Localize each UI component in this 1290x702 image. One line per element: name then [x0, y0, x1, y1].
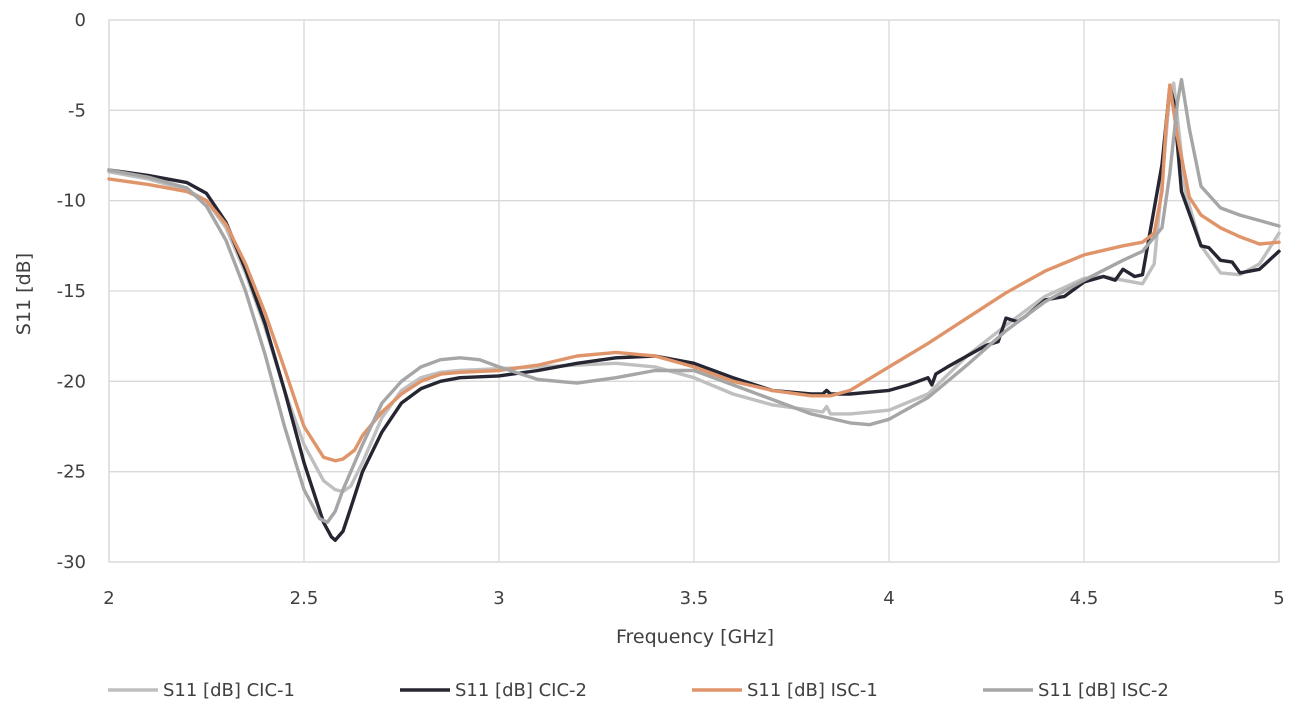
series-lines: [107, 77, 1281, 542]
y-tick-label: -15: [57, 281, 86, 302]
y-tick-label: -10: [57, 191, 86, 212]
x-tick-label: 3: [493, 588, 504, 609]
series-line-s11-db-isc-1: [107, 83, 1281, 463]
legend-item-s11-db-cic-1: S11 [dB] CIC-1: [108, 680, 295, 701]
x-tick-label: 2: [103, 588, 114, 609]
legend-label: S11 [dB] CIC-2: [455, 680, 587, 701]
series-line-s11-db-isc-2: [107, 77, 1281, 524]
y-tick-label: 0: [75, 10, 86, 31]
legend-label: S11 [dB] ISC-2: [1038, 680, 1169, 701]
plot-area-frame: [108, 19, 1280, 563]
legend-item-s11-db-cic-2: S11 [dB] CIC-2: [400, 680, 587, 701]
x-tick-label: 2.5: [290, 588, 319, 609]
y-axis-title: S11 [dB]: [13, 253, 35, 335]
legend-item-s11-db-isc-1: S11 [dB] ISC-1: [692, 680, 878, 701]
legend-item-s11-db-isc-2: S11 [dB] ISC-2: [983, 680, 1169, 701]
y-tick-label: -25: [57, 462, 86, 483]
x-axis-title: Frequency [GHz]: [616, 626, 774, 648]
x-tick-label: 5: [1273, 588, 1284, 609]
legend-label: S11 [dB] CIC-1: [163, 680, 295, 701]
y-axis-tick-labels: 0 -5 -10 -15 -20 -25 -30: [57, 10, 86, 573]
legend-label: S11 [dB] ISC-1: [747, 680, 878, 701]
legend: S11 [dB] CIC-1 S11 [dB] CIC-2 S11 [dB] ISC…: [108, 680, 1169, 701]
x-tick-label: 4: [883, 588, 894, 609]
x-axis-tick-labels: 2 2.5 3 3.5 4 4.5 5: [103, 588, 1284, 609]
grid: [108, 19, 1280, 563]
x-tick-label: 4.5: [1070, 588, 1099, 609]
x-tick-label: 3.5: [680, 588, 709, 609]
y-tick-label: -30: [57, 552, 86, 573]
y-tick-label: -5: [68, 100, 86, 121]
y-tick-label: -20: [57, 371, 86, 392]
